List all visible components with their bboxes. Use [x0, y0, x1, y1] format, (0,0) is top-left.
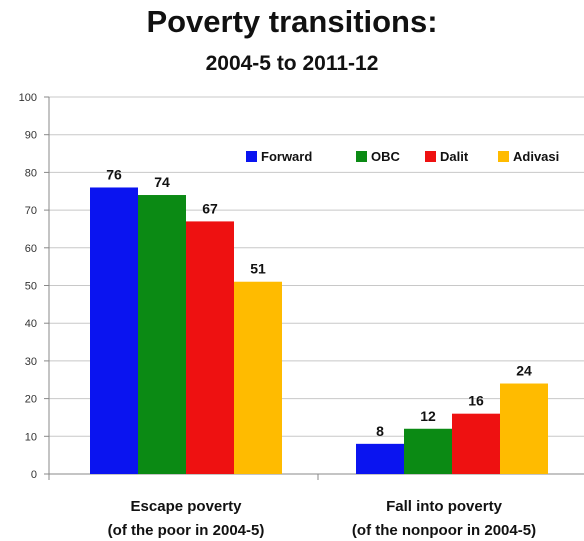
bar-adivasi — [234, 281, 282, 474]
bars — [90, 187, 548, 475]
category-label: (of the poor in 2004-5) — [108, 522, 265, 539]
legend-label-forward: Forward — [261, 149, 312, 164]
y-tick-label: 80 — [25, 167, 37, 179]
legend-label-obc: OBC — [371, 149, 401, 164]
y-tick-label: 90 — [25, 130, 37, 142]
bar-dalit — [452, 413, 500, 474]
category-labels: Escape poverty (of the poor in 2004-5) Fal… — [108, 498, 536, 539]
y-tick-label: 30 — [25, 356, 37, 368]
legend-swatch-adivasi — [498, 151, 509, 162]
category-label: Fall into poverty — [386, 498, 503, 515]
legend-label-dalit: Dalit — [440, 149, 469, 164]
bar-adivasi — [500, 383, 548, 474]
legend-swatch-forward — [246, 151, 257, 162]
y-tick-label: 40 — [25, 318, 37, 330]
data-label: 74 — [154, 174, 170, 190]
legend-swatch-obc — [356, 151, 367, 162]
y-tick-label: 0 — [31, 469, 37, 481]
category-label: (of the nonpoor in 2004-5) — [352, 522, 536, 539]
data-labels: 76 74 67 51 8 12 16 24 — [106, 166, 532, 438]
category-label: Escape poverty — [131, 498, 243, 515]
y-tick-label: 20 — [25, 394, 37, 406]
bar-forward — [90, 187, 138, 475]
data-label: 51 — [250, 261, 266, 277]
data-label: 16 — [468, 393, 484, 409]
bar-forward — [356, 443, 404, 474]
bar-obc — [138, 195, 186, 474]
y-tick-label: 100 — [19, 92, 37, 104]
chart-subtitle: 2004-5 to 2011-12 — [205, 52, 379, 75]
legend: Forward OBC Dalit Adivasi — [246, 149, 559, 164]
data-label: 76 — [106, 166, 122, 182]
data-label: 12 — [420, 408, 436, 424]
chart-title: Poverty transitions: — [146, 4, 438, 39]
legend-swatch-dalit — [425, 151, 436, 162]
data-label: 67 — [202, 200, 218, 216]
legend-label-adivasi: Adivasi — [513, 149, 559, 164]
y-tick-label: 50 — [25, 281, 37, 293]
bar-obc — [404, 428, 452, 474]
y-tick-label: 60 — [25, 243, 37, 255]
data-label: 24 — [516, 363, 532, 379]
data-label: 8 — [376, 423, 384, 439]
y-tick-label: 70 — [25, 205, 37, 217]
bar-dalit — [186, 221, 234, 474]
y-tick-label: 10 — [25, 431, 37, 443]
